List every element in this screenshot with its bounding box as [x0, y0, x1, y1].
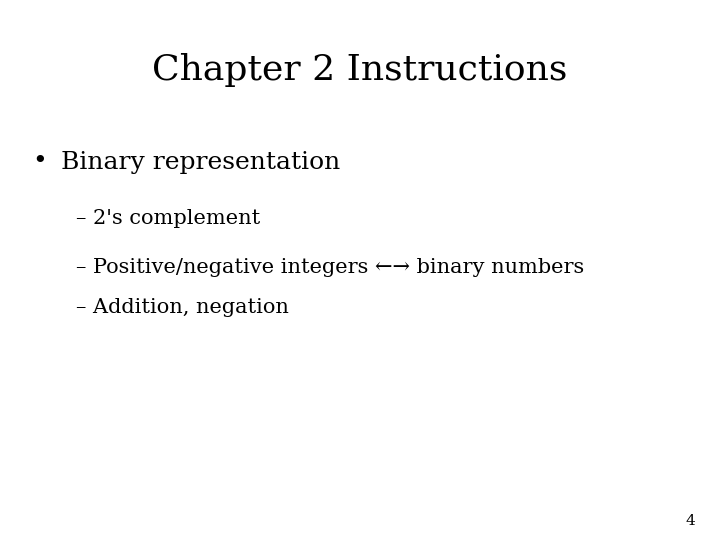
Text: Binary representation: Binary representation [61, 151, 341, 173]
Text: •: • [32, 151, 47, 173]
Text: – 2's complement: – 2's complement [76, 209, 260, 228]
Text: – Positive/negative integers ←→ binary numbers: – Positive/negative integers ←→ binary n… [76, 258, 584, 277]
Text: Chapter 2 Instructions: Chapter 2 Instructions [153, 53, 567, 87]
Text: 4: 4 [685, 514, 695, 528]
Text: – Addition, negation: – Addition, negation [76, 298, 289, 318]
